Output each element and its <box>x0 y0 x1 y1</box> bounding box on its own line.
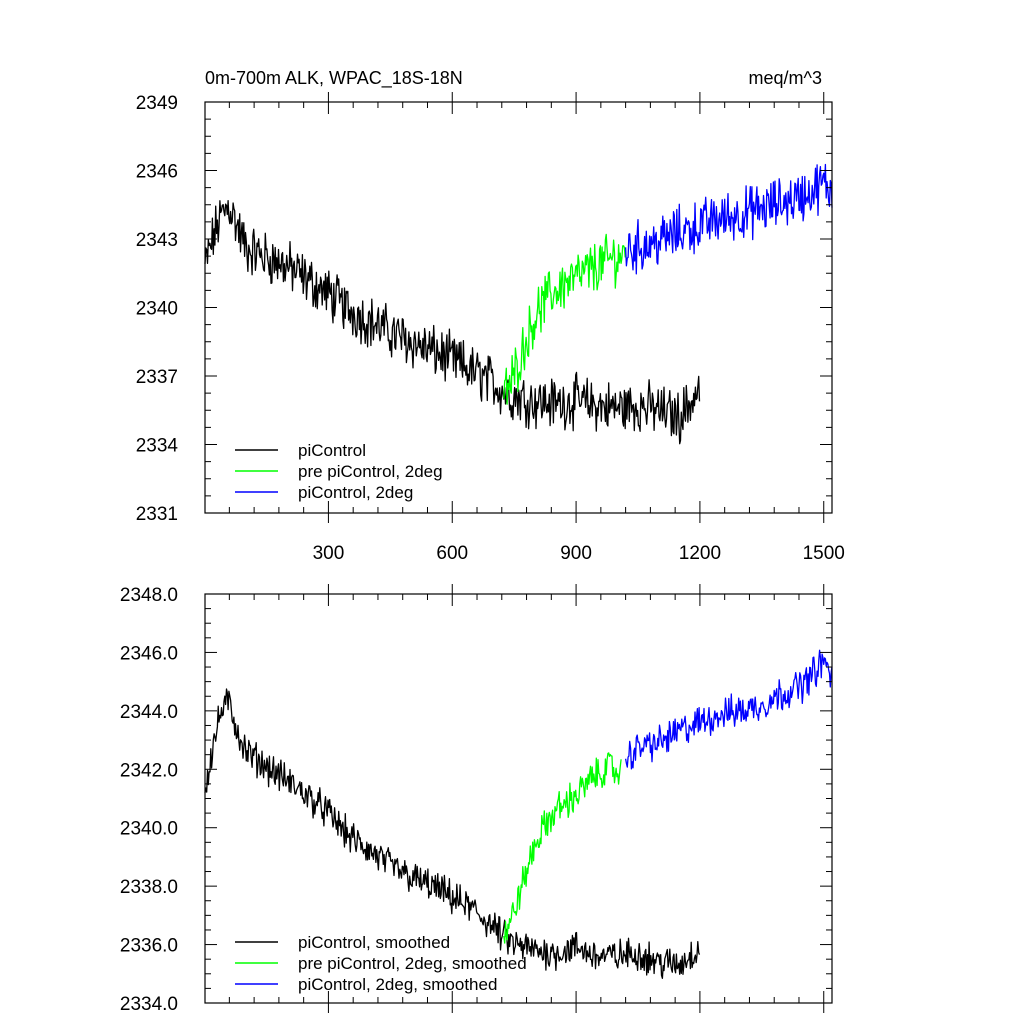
legend-label: piControl, smoothed <box>298 933 450 952</box>
series-line-pre-picontrol-2deg <box>503 233 626 405</box>
series-line-picontrol-2deg <box>624 163 833 275</box>
y-tick-label: 2337 <box>136 367 178 388</box>
y-tick-label: 2331 <box>136 504 178 525</box>
x-tick-label: 300 <box>313 543 345 564</box>
y-tick-label: 2344.0 <box>120 702 178 723</box>
y-tick-label: 2346.0 <box>120 643 178 664</box>
x-tick-label: 900 <box>560 543 592 564</box>
legend-label: pre piControl, 2deg <box>298 462 443 481</box>
series-line-pre-picontrol-2deg-smoothed <box>503 752 622 944</box>
y-tick-label: 2348.0 <box>120 585 178 606</box>
units-label: meq/m^3 <box>749 68 822 88</box>
x-tick-label: 1200 <box>679 543 721 564</box>
y-tick-label: 2346 <box>136 162 178 183</box>
legend-label: piControl, 2deg, smoothed <box>298 975 497 994</box>
legend-label: pre piControl, 2deg, smoothed <box>298 954 527 973</box>
series-line-picontrol-smoothed <box>204 688 701 979</box>
legend-label: piControl, 2deg <box>298 483 413 502</box>
series-line-picontrol-2deg-smoothed <box>624 649 833 770</box>
chart-title: 0m-700m ALK, WPAC_18S-18N <box>205 68 463 89</box>
y-tick-label: 2349 <box>136 93 178 114</box>
y-tick-label: 2343 <box>136 230 178 251</box>
y-tick-label: 2342.0 <box>120 760 178 781</box>
x-tick-label: 600 <box>436 543 468 564</box>
y-tick-label: 2338.0 <box>120 877 178 898</box>
y-tick-label: 2334 <box>136 436 179 457</box>
y-tick-label: 2340 <box>136 299 178 320</box>
legend-label: piControl <box>298 441 366 460</box>
y-tick-label: 2336.0 <box>120 936 178 957</box>
x-tick-label: 1500 <box>803 543 845 564</box>
bottom-panel: 2334.0 2336.0 2338.0 2340.0 2342.0 2344.0 2346… <box>120 584 833 1015</box>
top-panel: 2331 2334 2337 2340 2343 2346 2349 300 600 900 120… <box>136 68 845 564</box>
y-tick-label: 2334.0 <box>120 994 178 1015</box>
series-line-picontrol <box>204 200 701 445</box>
y-tick-label: 2340.0 <box>120 819 178 840</box>
